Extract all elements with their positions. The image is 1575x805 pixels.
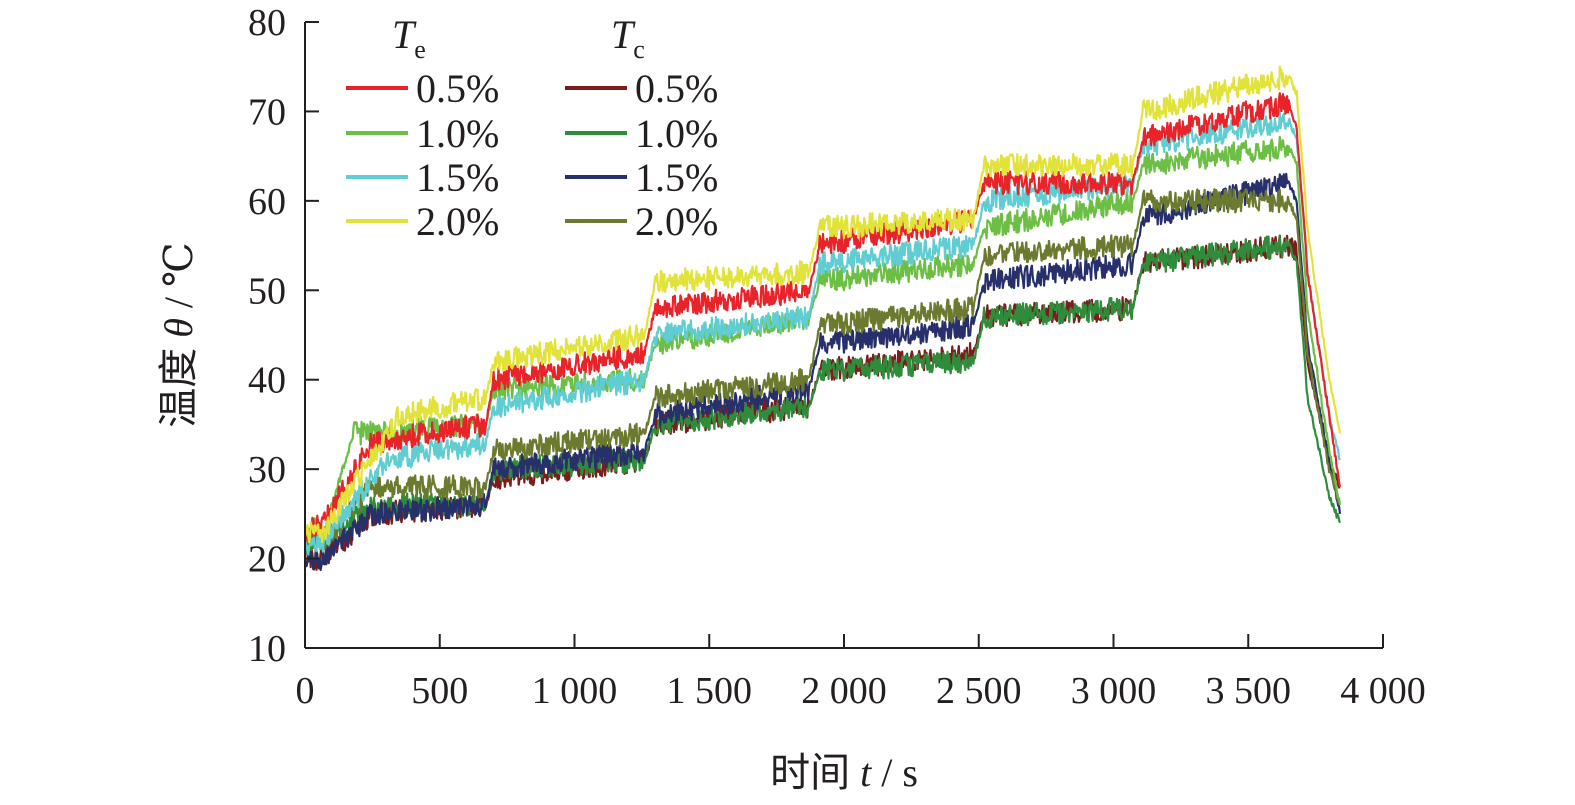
legend-group-title: Tc — [611, 12, 645, 64]
legend-label: 1.5% — [416, 155, 499, 200]
x-tick-label: 3 500 — [1206, 670, 1292, 712]
series-layer — [303, 65, 1341, 572]
legend: Te Tc0.5%1.0%1.5%2.0%0.5%1.0%1.5%2.0% — [346, 12, 718, 244]
legend-label: 1.5% — [635, 155, 718, 200]
x-tick-label: 4 000 — [1340, 670, 1426, 712]
y-tick-label: 70 — [248, 91, 286, 133]
x-tick-label: 2 500 — [936, 670, 1022, 712]
legend-label: 2.0% — [416, 199, 499, 244]
series-line-te-2-0pct — [303, 65, 1341, 544]
y-tick-label: 40 — [248, 360, 286, 402]
y-tick-label: 20 — [248, 539, 286, 581]
series-line-tc-2-0pct — [303, 188, 1341, 553]
y-axis-label: 温度 θ / ℃ — [156, 242, 201, 428]
x-tick-label: 1 000 — [532, 670, 618, 712]
y-tick-label: 80 — [248, 2, 286, 44]
y-tick-label: 30 — [248, 449, 286, 491]
y-tick-label: 10 — [248, 628, 286, 670]
y-tick-label: 60 — [248, 181, 286, 223]
x-tick-label: 500 — [411, 670, 468, 712]
legend-group-title: Te — [392, 12, 426, 64]
x-axis-label: 时间 t / s — [770, 750, 918, 795]
series-line-te-0-5pct — [303, 92, 1341, 542]
legend-label: 0.5% — [635, 66, 718, 111]
legend-label: 1.0% — [416, 111, 499, 156]
legend-label: 1.0% — [635, 111, 718, 156]
x-tick-label: 2 000 — [801, 670, 887, 712]
x-tick-label: 0 — [296, 670, 315, 712]
y-tick-label: 50 — [248, 270, 286, 312]
legend-label: 2.0% — [635, 199, 718, 244]
x-tick-label: 3 000 — [1071, 670, 1157, 712]
ticks-layer: 0 500 1 000 1 500 2 000 2 500 3 000 3 500 4 000 1… — [248, 2, 1426, 712]
x-tick-label: 1 500 — [667, 670, 753, 712]
legend-label: 0.5% — [416, 66, 499, 111]
